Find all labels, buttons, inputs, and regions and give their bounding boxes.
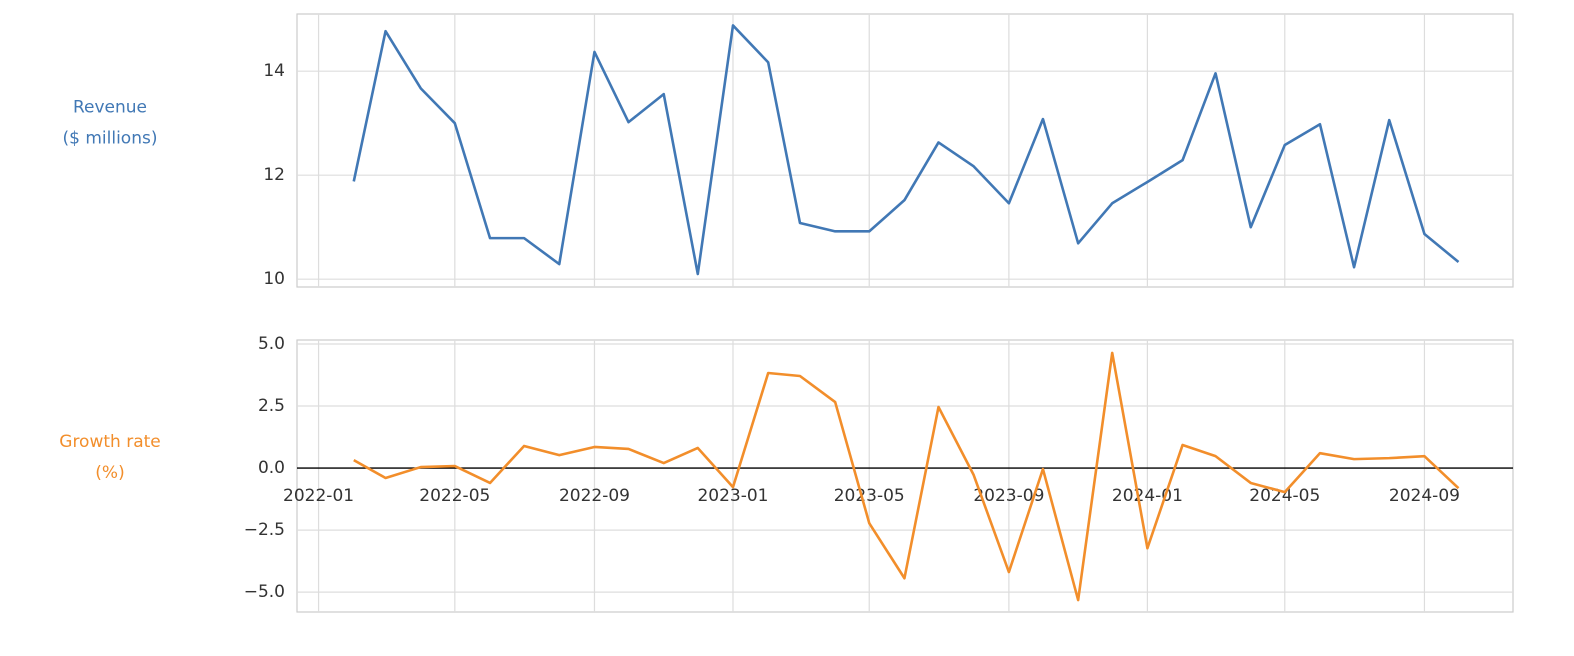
y-axis-label: Growth rate (59, 432, 160, 452)
y-tick-label: −5.0 (244, 582, 285, 602)
x-tick-label: 2024-09 (1389, 486, 1460, 506)
y-axis-label: (%) (95, 463, 124, 483)
plot-frame (296, 13, 1514, 288)
y-tick-label: −2.5 (244, 520, 285, 540)
y-tick-label: 0.0 (258, 458, 285, 478)
x-tick-label: 2023-01 (697, 486, 768, 506)
y-tick-label: 12 (263, 165, 285, 185)
x-tick-label: 2022-09 (559, 486, 630, 506)
x-tick-label: 2023-09 (973, 486, 1044, 506)
series-line (353, 351, 1460, 602)
x-tick-label: 2024-05 (1249, 486, 1320, 506)
x-tick-label: 2024-01 (1112, 486, 1183, 506)
x-tick-label: 2022-01 (283, 486, 354, 506)
y-tick-label: 5.0 (258, 334, 285, 354)
x-tick-label: 2023-05 (834, 486, 905, 506)
x-tick-label: 2022-05 (419, 486, 490, 506)
y-tick-label: 14 (263, 61, 285, 81)
y-tick-label: 10 (263, 269, 285, 289)
series-line (352, 24, 1460, 276)
y-axis-label: Revenue (73, 98, 147, 118)
plot-frame (296, 339, 1514, 613)
y-tick-label: 2.5 (258, 396, 285, 416)
y-axis-label: ($ millions) (63, 129, 158, 149)
